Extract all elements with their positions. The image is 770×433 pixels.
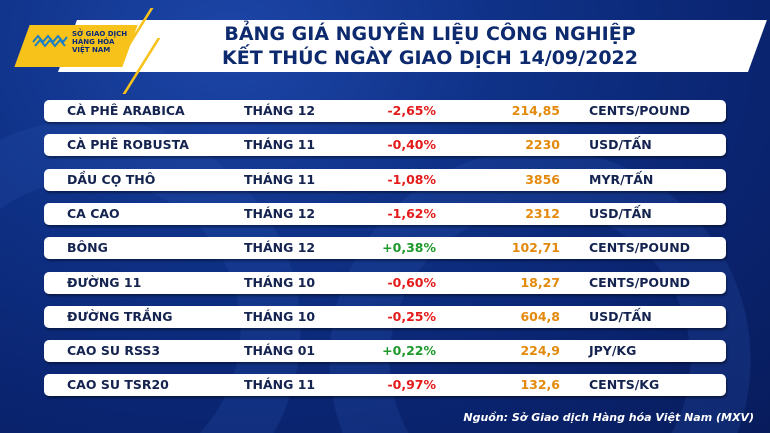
price-value: 604,8 — [520, 308, 560, 324]
mxv-logo-icon — [32, 34, 68, 48]
logo-line: VIỆT NAM — [72, 46, 111, 54]
price-value: 18,27 — [520, 274, 560, 290]
commodity-name: BÔNG — [67, 240, 108, 256]
price-unit: CENTS/POUND — [589, 103, 691, 118]
contract-month: THÁNG 11 — [244, 377, 316, 393]
title-line-1: BẢNG GIÁ NGUYÊN LIỆU CÔNG NGHIỆP — [224, 23, 636, 45]
table-row: BÔNG THÁNG 12 +0,38% 102,71 CENTS/POUND — [44, 237, 726, 260]
contract-month: THÁNG 10 — [244, 274, 316, 290]
price-value: 102,71 — [511, 240, 560, 256]
table-row: ĐƯỜNG TRẮNG THÁNG 10 -0,25% 604,8 USD/TẤN — [44, 305, 726, 328]
logo-line: HÀNG HÓA — [72, 38, 115, 46]
commodity-name: CAO SU TSR20 — [67, 377, 169, 393]
price-change: -1,62% — [387, 205, 436, 221]
price-unit: MYR/TẤN — [589, 171, 654, 187]
contract-month: THÁNG 12 — [244, 240, 316, 256]
commodity-name: CÀ PHÊ ROBUSTA — [67, 137, 189, 153]
price-change: +0,38% — [382, 240, 436, 256]
price-unit: CENTS/KG — [589, 377, 660, 393]
price-unit: JPY/KG — [589, 343, 637, 359]
price-value: 3856 — [525, 171, 560, 187]
price-unit: CENTS/POUND — [589, 274, 691, 290]
contract-month: THÁNG 11 — [244, 137, 316, 153]
contract-month: THÁNG 12 — [244, 205, 316, 221]
price-value: 224,9 — [520, 343, 560, 359]
table-row: CÀ PHÊ ROBUSTA THÁNG 11 -0,40% 2230 USD/TẤN — [44, 134, 726, 157]
price-value: 214,85 — [511, 103, 560, 118]
price-unit: USD/TẤN — [589, 205, 652, 221]
page-title: BẢNG GIÁ NGUYÊN LIỆU CÔNG NGHIỆP KẾT THÚ… — [160, 22, 700, 70]
price-unit: USD/TẤN — [589, 308, 652, 324]
commodity-name: DẦU CỌ THÔ — [67, 171, 156, 187]
price-change: -1,08% — [387, 171, 436, 187]
table-row: CAO SU TSR20 THÁNG 11 -0,97% 132,6 CENTS/KG — [44, 374, 726, 397]
price-change: -0,40% — [387, 137, 436, 153]
price-value: 2230 — [525, 137, 560, 153]
commodity-name: ĐƯỜNG 11 — [67, 274, 142, 290]
contract-month: THÁNG 10 — [244, 308, 316, 324]
logo: SỞ GIAO DỊCH HÀNG HÓA VIỆT NAM — [32, 30, 127, 54]
price-unit: CENTS/POUND — [589, 240, 691, 256]
table-row: CAO SU RSS3 THÁNG 01 +0,22% 224,9 JPY/KG — [44, 340, 726, 363]
price-change: -2,65% — [387, 103, 436, 118]
source-note: Nguồn: Sở Giao dịch Hàng hóa Việt Nam (M… — [463, 411, 754, 424]
table-row: CA CAO THÁNG 12 -1,62% 2312 USD/TẤN — [44, 202, 726, 225]
logo-line: SỞ GIAO DỊCH — [72, 30, 128, 38]
commodity-name: ĐƯỜNG TRẮNG — [67, 308, 173, 324]
table-row: ĐƯỜNG 11 THÁNG 10 -0,60% 18,27 CENTS/POUND — [44, 271, 726, 294]
contract-month: THÁNG 11 — [244, 171, 316, 187]
logo-text: SỞ GIAO DỊCH HÀNG HÓA VIỆT NAM — [72, 30, 127, 54]
commodity-name: CÀ PHÊ ARABICA — [67, 103, 185, 118]
commodity-name: CAO SU RSS3 — [67, 343, 161, 359]
contract-month: THÁNG 01 — [244, 343, 316, 359]
price-change: +0,22% — [382, 343, 436, 359]
commodity-name: CA CAO — [67, 205, 120, 221]
contract-month: THÁNG 12 — [244, 103, 316, 118]
table-row: DẦU CỌ THÔ THÁNG 11 -1,08% 3856 MYR/TẤN — [44, 168, 726, 191]
price-change: -0,97% — [387, 377, 436, 393]
title-line-2: KẾT THÚC NGÀY GIAO DỊCH 14/09/2022 — [222, 47, 638, 69]
price-change: -0,25% — [387, 308, 436, 324]
price-value: 132,6 — [520, 377, 560, 393]
table-row: CÀ PHÊ ARABICA THÁNG 12 -2,65% 214,85 CENTS/… — [44, 100, 726, 122]
price-unit: USD/TẤN — [589, 137, 652, 153]
price-change: -0,60% — [387, 274, 436, 290]
price-value: 2312 — [525, 205, 560, 221]
